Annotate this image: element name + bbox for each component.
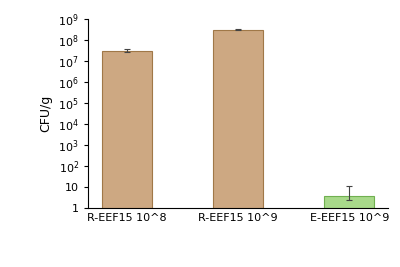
Y-axis label: CFU/g: CFU/g bbox=[40, 95, 53, 132]
Bar bbox=[102, 51, 152, 267]
Bar bbox=[324, 196, 374, 267]
Bar bbox=[213, 30, 263, 267]
